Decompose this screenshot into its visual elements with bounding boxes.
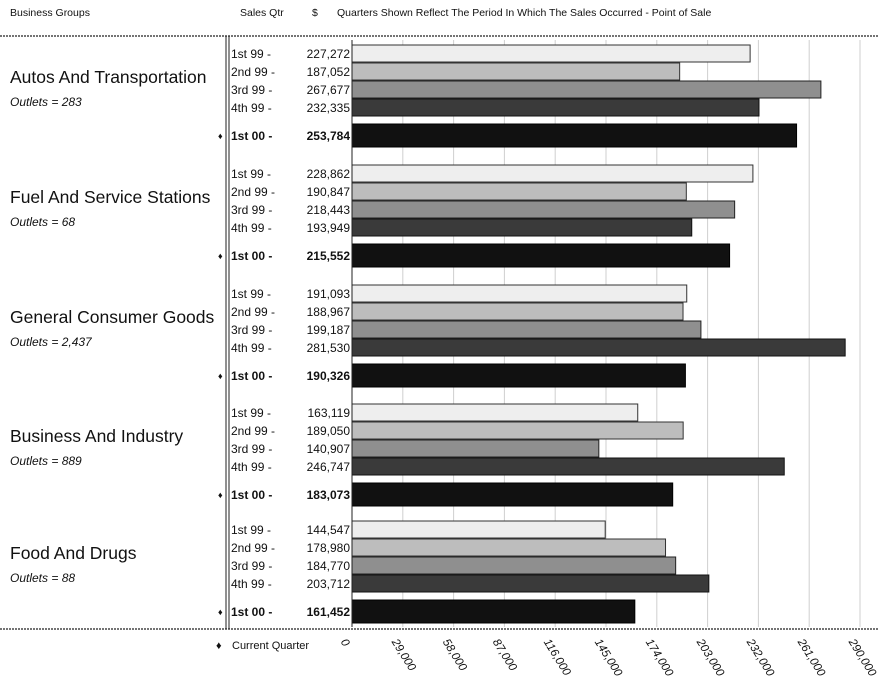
bar [351, 218, 693, 237]
quarter-value: 218,443 [306, 202, 350, 217]
group-title: Business And Industry [10, 426, 184, 446]
quarter-label: 1st 99 - [231, 405, 272, 420]
quarter-value: 199,187 [306, 322, 350, 337]
current-quarter-marker: ♦ [218, 606, 223, 617]
bar [351, 284, 688, 303]
legend-label: Current Quarter [232, 640, 310, 652]
current-quarter-marker: ♦ [218, 370, 223, 381]
current-quarter-marker: ♦ [218, 489, 223, 500]
bar [351, 98, 760, 117]
quarter-label: 2nd 99 - [231, 64, 276, 79]
bar-current-quarter [351, 482, 674, 507]
bar [351, 182, 687, 201]
quarter-value: 193,949 [306, 220, 350, 235]
chart-frame [0, 35, 879, 630]
bar [351, 574, 710, 593]
bar-current-quarter [351, 363, 686, 388]
bars [351, 44, 846, 624]
bar [351, 80, 822, 99]
quarter-label: 3rd 99 - [231, 322, 273, 337]
group-title: Autos And Transportation [10, 67, 207, 87]
group-outlets: Outlets = 283 [10, 95, 82, 109]
quarter-value: 246,747 [306, 459, 350, 474]
header-note: Quarters Shown Reflect The Period In Whi… [337, 7, 712, 19]
quarter-label: 3rd 99 - [231, 82, 273, 97]
group-outlets: Outlets = 2,437 [10, 335, 92, 349]
quarter-value: 190,847 [306, 184, 350, 199]
quarter-value: 178,980 [306, 540, 350, 555]
quarter-label: 3rd 99 - [231, 202, 273, 217]
current-quarter-marker: ♦ [218, 250, 223, 261]
bar-current-quarter [351, 243, 731, 268]
quarter-label: 1st 00 - [231, 487, 273, 502]
quarter-value: 140,907 [306, 441, 350, 456]
bar [351, 457, 785, 476]
current-quarter-marker: ♦ [218, 130, 223, 141]
group-title: Food And Drugs [10, 543, 137, 563]
group-outlets: Outlets = 68 [10, 215, 76, 229]
quarter-label: 2nd 99 - [231, 540, 276, 555]
bar-current-quarter [351, 599, 636, 624]
quarter-value: 232,335 [306, 100, 350, 115]
quarter-label: 1st 99 - [231, 522, 272, 537]
group-outlets: Outlets = 88 [10, 571, 76, 585]
bar [351, 403, 639, 422]
quarter-label: 2nd 99 - [231, 184, 276, 199]
quarter-value: 253,784 [306, 128, 350, 143]
quarter-label: 1st 00 - [231, 368, 273, 383]
quarter-value: 228,862 [306, 166, 350, 181]
quarter-value: 189,050 [306, 423, 350, 438]
quarter-value: 163,119 [307, 405, 351, 420]
header-sales-qtr: Sales Qtr [240, 7, 284, 19]
bar [351, 164, 754, 183]
bar [351, 421, 684, 440]
quarter-label: 3rd 99 - [231, 558, 273, 573]
quarter-value: 144,547 [306, 522, 350, 537]
quarter-value: 161,452 [306, 604, 350, 619]
quarter-value: 184,770 [306, 558, 350, 573]
header-business-groups: Business Groups [10, 7, 90, 19]
quarter-label: 1st 99 - [231, 286, 272, 301]
bar [351, 556, 677, 575]
quarter-label: 1st 99 - [231, 46, 272, 61]
quarter-label: 4th 99 - [231, 340, 272, 355]
bar-current-quarter [351, 123, 798, 148]
quarter-label: 2nd 99 - [231, 304, 276, 319]
quarter-value: 191,093 [306, 286, 350, 301]
quarter-label: 1st 99 - [231, 166, 272, 181]
group-outlets: Outlets = 889 [10, 454, 82, 468]
quarter-value: 267,677 [306, 82, 350, 97]
bar [351, 200, 736, 219]
bar [351, 520, 606, 539]
quarter-label: 2nd 99 - [231, 423, 276, 438]
quarter-value: 187,052 [306, 64, 350, 79]
quarter-value: 281,530 [306, 340, 350, 355]
quarter-label: 1st 00 - [231, 128, 273, 143]
quarter-label: 4th 99 - [231, 576, 272, 591]
bar [351, 439, 600, 458]
quarter-label: 4th 99 - [231, 220, 272, 235]
quarter-value: 203,712 [306, 576, 350, 591]
quarter-value: 190,326 [306, 368, 350, 383]
bar [351, 320, 702, 339]
bar [351, 44, 751, 63]
group-title: Fuel And Service Stations [10, 187, 211, 207]
quarter-value: 188,967 [306, 304, 350, 319]
quarter-label: 3rd 99 - [231, 441, 273, 456]
quarter-label: 4th 99 - [231, 100, 272, 115]
quarter-value: 227,272 [306, 46, 350, 61]
bar [351, 538, 667, 557]
quarter-value: 215,552 [306, 248, 350, 263]
quarter-label: 4th 99 - [231, 459, 272, 474]
quarter-value: 183,073 [306, 487, 350, 502]
group-title: General Consumer Goods [10, 307, 215, 327]
legend-marker: ♦ [216, 640, 222, 652]
quarter-label: 1st 00 - [231, 604, 273, 619]
bar [351, 338, 846, 357]
header-dollar: $ [312, 7, 318, 19]
bar [351, 302, 684, 321]
bar [351, 62, 681, 81]
quarter-label: 1st 00 - [231, 248, 273, 263]
